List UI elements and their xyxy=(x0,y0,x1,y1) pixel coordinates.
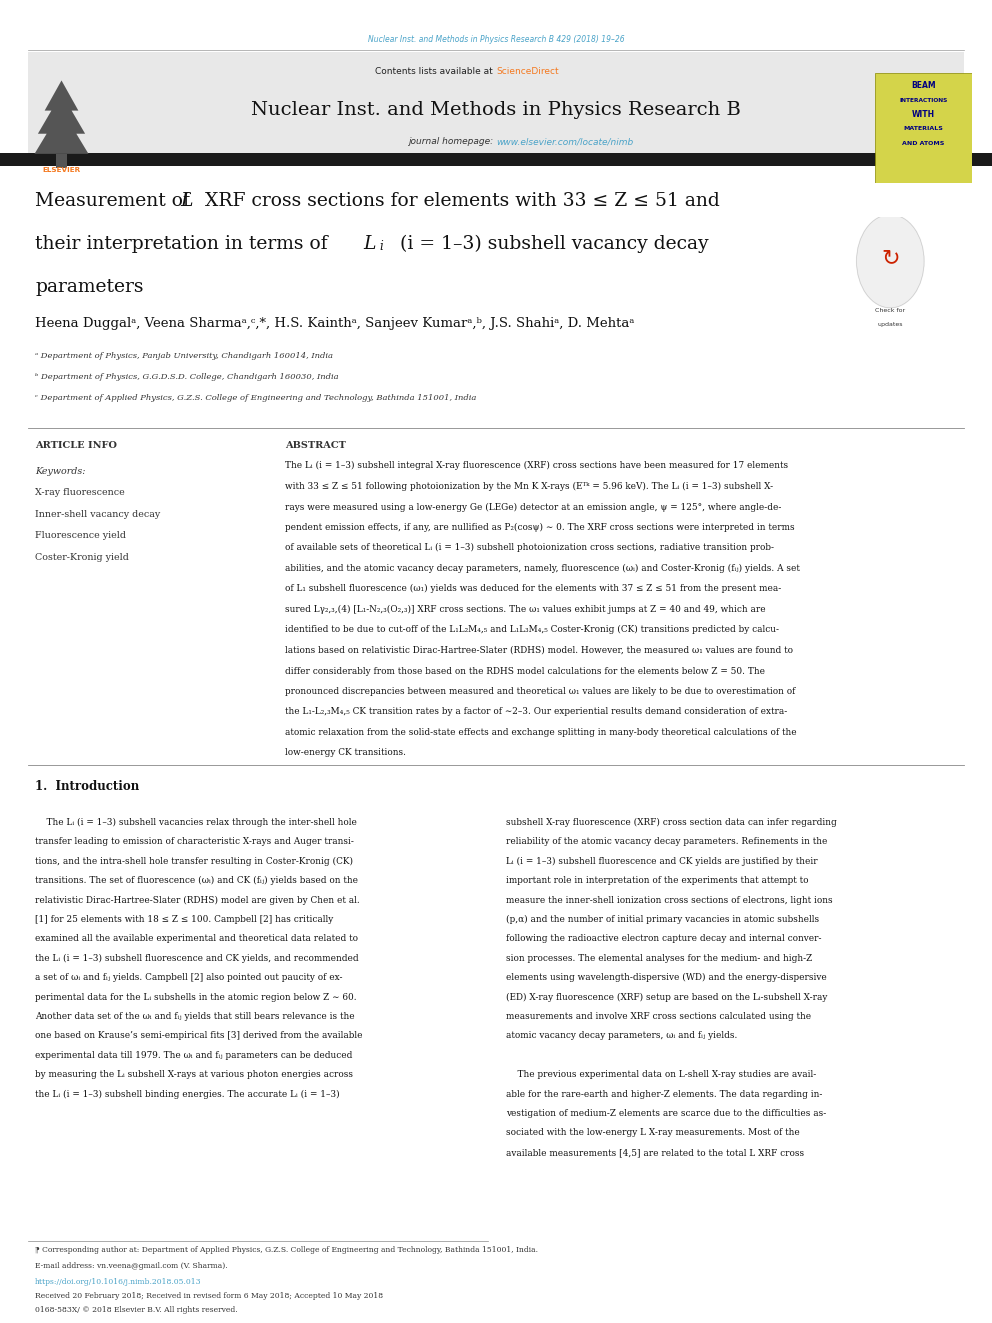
Text: INTERACTIONS: INTERACTIONS xyxy=(900,98,947,103)
Text: Nuclear Inst. and Methods in Physics Research B: Nuclear Inst. and Methods in Physics Res… xyxy=(251,101,741,119)
Text: updates: updates xyxy=(878,321,903,327)
Text: ↻: ↻ xyxy=(881,247,900,267)
Text: Heena Duggalᵃ, Veena Sharmaᵃ,ᶜ,*, H.S. Kainthᵃ, Sanjeev Kumarᵃ,ᵇ, J.S. Shahiᵃ, D: Heena Duggalᵃ, Veena Sharmaᵃ,ᶜ,*, H.S. K… xyxy=(35,318,634,329)
Text: atomic vacancy decay parameters, ωᵢ and fᵢⱼ yields.: atomic vacancy decay parameters, ωᵢ and … xyxy=(506,1032,737,1040)
Text: sured Lγ₂,₃,(4) [L₁-N₂,₃(O₂,₃)] XRF cross sections. The ω₁ values exhibit jumps : sured Lγ₂,₃,(4) [L₁-N₂,₃(O₂,₃)] XRF cros… xyxy=(285,605,766,614)
Text: ELSEVIER: ELSEVIER xyxy=(43,167,80,173)
Text: ABSTRACT: ABSTRACT xyxy=(285,441,346,450)
Text: vestigation of medium-Z elements are scarce due to the difficulties as-: vestigation of medium-Z elements are sca… xyxy=(506,1109,826,1118)
Text: https://doi.org/10.1016/j.nimb.2018.05.013: https://doi.org/10.1016/j.nimb.2018.05.0… xyxy=(35,1278,201,1286)
Text: www.elsevier.com/locate/nimb: www.elsevier.com/locate/nimb xyxy=(496,138,633,147)
Text: atomic relaxation from the solid-state effects and exchange splitting in many-bo: atomic relaxation from the solid-state e… xyxy=(285,728,797,737)
Text: low-energy CK transitions.: low-energy CK transitions. xyxy=(285,749,406,758)
Text: Fluorescence yield: Fluorescence yield xyxy=(35,532,126,541)
Circle shape xyxy=(856,214,924,308)
FancyBboxPatch shape xyxy=(0,153,992,165)
FancyBboxPatch shape xyxy=(875,73,972,183)
Text: identified to be due to cut-off of the L₁L₂M₄,₅ and L₁L₃M₄,₅ Coster-Kronig (CK) : identified to be due to cut-off of the L… xyxy=(285,626,779,635)
FancyBboxPatch shape xyxy=(28,52,964,153)
Text: transfer leading to emission of characteristic X-rays and Auger transi-: transfer leading to emission of characte… xyxy=(35,837,354,847)
Text: Inner-shell vacancy decay: Inner-shell vacancy decay xyxy=(35,509,161,519)
Text: lations based on relativistic Dirac-Hartree-Slater (RDHS) model. However, the me: lations based on relativistic Dirac-Hart… xyxy=(285,646,793,655)
Text: MATERIALS: MATERIALS xyxy=(904,126,943,131)
Text: journal homepage:: journal homepage: xyxy=(408,138,496,147)
Text: XRF cross sections for elements with 33 ≤ Z ≤ 51 and: XRF cross sections for elements with 33 … xyxy=(198,192,719,210)
Text: tions, and the intra-shell hole transfer resulting in Coster-Kronig (CK): tions, and the intra-shell hole transfer… xyxy=(35,857,353,865)
Text: relativistic Dirac-Hartree-Slater (RDHS) model are given by Chen et al.: relativistic Dirac-Hartree-Slater (RDHS)… xyxy=(35,896,360,905)
Text: available measurements [4,5] are related to the total L XRF cross: available measurements [4,5] are related… xyxy=(506,1148,805,1156)
Text: parameters: parameters xyxy=(35,278,144,296)
Text: rays were measured using a low-energy Ge (LEGe) detector at an emission angle, ψ: rays were measured using a low-energy Ge… xyxy=(285,503,782,512)
Text: Coster-Kronig yield: Coster-Kronig yield xyxy=(35,553,129,562)
Text: L: L xyxy=(363,235,376,253)
Text: (p,α) and the number of initial primary vacancies in atomic subshells: (p,α) and the number of initial primary … xyxy=(506,916,819,923)
Text: ⁋ Corresponding author at: Department of Applied Physics, G.Z.S. College of Engi: ⁋ Corresponding author at: Department of… xyxy=(35,1246,538,1254)
Polygon shape xyxy=(35,81,88,153)
Text: by measuring the Lᵢ subshell X-rays at various photon energies across: by measuring the Lᵢ subshell X-rays at v… xyxy=(35,1070,353,1080)
Text: ᶜ Department of Applied Physics, G.Z.S. College of Engineering and Technology, B: ᶜ Department of Applied Physics, G.Z.S. … xyxy=(35,394,476,402)
Text: abilities, and the atomic vacancy decay parameters, namely, fluorescence (ωᵢ) an: abilities, and the atomic vacancy decay … xyxy=(285,564,800,573)
Text: i: i xyxy=(379,239,383,253)
Text: Received 20 February 2018; Received in revised form 6 May 2018; Accepted 10 May : Received 20 February 2018; Received in r… xyxy=(35,1293,383,1301)
Text: transitions. The set of fluorescence (ωᵢ) and CK (fᵢⱼ) yields based on the: transitions. The set of fluorescence (ωᵢ… xyxy=(35,876,358,885)
Text: experimental data till 1979. The ωᵢ and fᵢⱼ parameters can be deduced: experimental data till 1979. The ωᵢ and … xyxy=(35,1050,352,1060)
Text: a set of ωᵢ and fᵢⱼ yields. Campbell [2] also pointed out paucity of ex-: a set of ωᵢ and fᵢⱼ yields. Campbell [2]… xyxy=(35,974,342,982)
Text: perimental data for the Lᵢ subshells in the atomic region below Z ∼ 60.: perimental data for the Lᵢ subshells in … xyxy=(35,992,357,1002)
Text: measurements and involve XRF cross sections calculated using the: measurements and involve XRF cross secti… xyxy=(506,1012,811,1021)
Text: The Lᵢ (i = 1–3) subshell integral X-ray fluorescence (XRF) cross sections have : The Lᵢ (i = 1–3) subshell integral X-ray… xyxy=(285,462,788,471)
Text: of L₁ subshell fluorescence (ω₁) yields was deduced for the elements with 37 ≤ Z: of L₁ subshell fluorescence (ω₁) yields … xyxy=(285,585,782,594)
Text: ScienceDirect: ScienceDirect xyxy=(496,66,558,75)
Text: with 33 ≤ Z ≤ 51 following photoionization by the Mn K X-rays (Eᵀᵏ = 5.96 keV). : with 33 ≤ Z ≤ 51 following photoionizati… xyxy=(285,482,773,491)
Text: the Lᵢ (i = 1–3) subshell binding energies. The accurate Lᵢ (i = 1–3): the Lᵢ (i = 1–3) subshell binding energi… xyxy=(35,1089,339,1098)
Text: pendent emission effects, if any, are nullified as P₂(cosψ) ∼ 0. The XRF cross s: pendent emission effects, if any, are nu… xyxy=(285,523,795,532)
Text: important role in interpretation of the experiments that attempt to: important role in interpretation of the … xyxy=(506,876,808,885)
Text: WITH: WITH xyxy=(912,110,935,119)
Text: their interpretation in terms of: their interpretation in terms of xyxy=(35,235,333,253)
Text: ᵃ Department of Physics, Panjab University, Chandigarh 160014, India: ᵃ Department of Physics, Panjab Universi… xyxy=(35,352,333,360)
Text: elements using wavelength-dispersive (WD) and the energy-dispersive: elements using wavelength-dispersive (WD… xyxy=(506,974,826,982)
Text: AND ATOMS: AND ATOMS xyxy=(903,140,944,146)
Text: [1] for 25 elements with 18 ≤ Z ≤ 100. Campbell [2] has critically: [1] for 25 elements with 18 ≤ Z ≤ 100. C… xyxy=(35,916,333,923)
Text: Check for: Check for xyxy=(875,308,906,312)
Text: of available sets of theoretical Lᵢ (i = 1–3) subshell photoionization cross sec: of available sets of theoretical Lᵢ (i =… xyxy=(285,544,774,553)
Text: following the radioactive electron capture decay and internal conver-: following the radioactive electron captu… xyxy=(506,934,821,943)
Text: pronounced discrepancies between measured and theoretical ω₁ values are likely t: pronounced discrepancies between measure… xyxy=(285,687,796,696)
Text: (i = 1–3) subshell vacancy decay: (i = 1–3) subshell vacancy decay xyxy=(394,234,708,253)
Text: L: L xyxy=(181,192,193,210)
Text: subshell X-ray fluorescence (XRF) cross section data can infer regarding: subshell X-ray fluorescence (XRF) cross … xyxy=(506,818,836,827)
Text: BEAM: BEAM xyxy=(912,82,935,90)
Text: (ED) X-ray fluorescence (XRF) setup are based on the Lᵢ-subshell X-ray: (ED) X-ray fluorescence (XRF) setup are … xyxy=(506,992,827,1002)
Text: examined all the available experimental and theoretical data related to: examined all the available experimental … xyxy=(35,934,358,943)
Text: sociated with the low-energy L X-ray measurements. Most of the: sociated with the low-energy L X-ray mea… xyxy=(506,1129,800,1138)
Text: one based on Krause’s semi-empirical fits [3] derived from the available: one based on Krause’s semi-empirical fit… xyxy=(35,1032,362,1040)
Bar xyxy=(57,153,66,168)
Text: ARTICLE INFO: ARTICLE INFO xyxy=(35,441,117,450)
Text: Measurement of: Measurement of xyxy=(35,192,195,210)
Text: E-mail address: vn.veena@gmail.com (V. Sharma).: E-mail address: vn.veena@gmail.com (V. S… xyxy=(35,1262,227,1270)
Text: the Lᵢ (i = 1–3) subshell fluorescence and CK yields, and recommended: the Lᵢ (i = 1–3) subshell fluorescence a… xyxy=(35,954,359,963)
Text: Nuclear Inst. and Methods in Physics Research B 429 (2018) 19–26: Nuclear Inst. and Methods in Physics Res… xyxy=(368,36,624,45)
Text: sion processes. The elemental analyses for the medium- and high-Z: sion processes. The elemental analyses f… xyxy=(506,954,812,963)
Text: reliability of the atomic vacancy decay parameters. Refinements in the: reliability of the atomic vacancy decay … xyxy=(506,837,827,847)
Text: differ considerably from those based on the RDHS model calculations for the elem: differ considerably from those based on … xyxy=(285,667,765,676)
Text: 0168-583X/ © 2018 Elsevier B.V. All rights reserved.: 0168-583X/ © 2018 Elsevier B.V. All righ… xyxy=(35,1306,238,1314)
Text: 1.  Introduction: 1. Introduction xyxy=(35,781,139,792)
Text: Another data set of the ωᵢ and fᵢⱼ yields that still bears relevance is the: Another data set of the ωᵢ and fᵢⱼ yield… xyxy=(35,1012,354,1021)
Text: X-ray fluorescence: X-ray fluorescence xyxy=(35,488,125,497)
Text: the L₁-L₂,₃M₄,₅ CK transition rates by a factor of ∼2–3. Our experiential result: the L₁-L₂,₃M₄,₅ CK transition rates by a… xyxy=(285,708,788,717)
Text: able for the rare-earth and higher-Z elements. The data regarding in-: able for the rare-earth and higher-Z ele… xyxy=(506,1090,822,1098)
Text: measure the inner-shell ionization cross sections of electrons, light ions: measure the inner-shell ionization cross… xyxy=(506,896,832,905)
Text: The Lᵢ (i = 1–3) subshell vacancies relax through the inter-shell hole: The Lᵢ (i = 1–3) subshell vacancies rela… xyxy=(35,818,357,827)
Text: Lᵢ (i = 1–3) subshell fluorescence and CK yields are justified by their: Lᵢ (i = 1–3) subshell fluorescence and C… xyxy=(506,857,817,865)
Text: Keywords:: Keywords: xyxy=(35,467,85,476)
Text: ᵇ Department of Physics, G.G.D.S.D. College, Chandigarh 160030, India: ᵇ Department of Physics, G.G.D.S.D. Coll… xyxy=(35,373,338,381)
Text: Contents lists available at: Contents lists available at xyxy=(375,66,496,75)
Text: The previous experimental data on L-shell X-ray studies are avail-: The previous experimental data on L-shel… xyxy=(506,1070,816,1080)
